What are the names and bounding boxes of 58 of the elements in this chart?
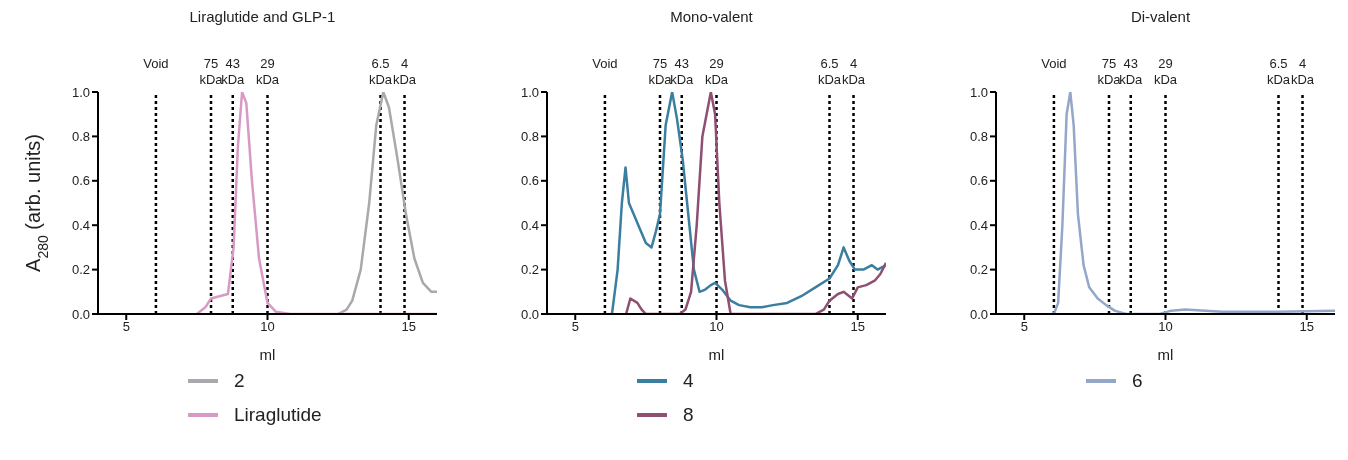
ref-line-label: 6.5 kDa	[817, 56, 842, 87]
y-tick-label: 1.0	[969, 84, 988, 100]
line-series	[336, 92, 437, 314]
y-tick-label: 1.0	[520, 84, 539, 100]
x-tick-label: 5	[571, 319, 579, 335]
x-tick-label: 15	[401, 319, 416, 335]
y-tick-label: 0.6	[71, 173, 90, 189]
ref-line-label: 6.5 kDa	[1266, 56, 1291, 87]
y-tick-label: 0.2	[520, 262, 539, 278]
y-tick-label: 0.0	[71, 306, 90, 322]
x-axis-title: ml	[1157, 346, 1174, 363]
ref-line-label: 29 kDa	[704, 56, 729, 87]
x-tick-label: 5	[122, 319, 130, 335]
ref-line-label: 75 kDa	[648, 56, 673, 87]
x-axis-title: ml	[259, 346, 276, 363]
ref-line-label: 43 kDa	[670, 56, 695, 87]
ref-line-label: Void	[1041, 56, 1067, 71]
y-tick-label: 0.8	[520, 129, 539, 145]
y-tick-label: 0.2	[71, 262, 90, 278]
legend-label: 4	[683, 370, 694, 392]
ref-line-label: 43 kDa	[221, 56, 246, 87]
y-tick-label: 0.8	[71, 129, 90, 145]
legend-label: Liraglutide	[234, 404, 322, 426]
legend-label: 2	[234, 370, 245, 392]
chart-title: Liraglutide and GLP-1	[188, 8, 337, 27]
chart-title: Mono-valent	[669, 8, 754, 27]
ref-line-label: 4 kDa	[1290, 56, 1315, 87]
y-tick-label: 0.6	[520, 173, 539, 189]
ref-line-label: 75 kDa	[1097, 56, 1122, 87]
x-tick-label: 15	[1299, 319, 1314, 335]
chart-title: Di-valent	[1129, 8, 1192, 27]
y-tick-label: 0.4	[520, 217, 539, 233]
line-series	[1052, 92, 1335, 314]
y-tick-label: 0.0	[969, 306, 988, 322]
ref-line-label: 6.5 kDa	[368, 56, 393, 87]
ref-line-label: 29 kDa	[255, 56, 280, 87]
y-tick-label: 0.2	[969, 262, 988, 278]
ref-line-label: 43 kDa	[1119, 56, 1144, 87]
y-tick-label: 0.6	[969, 173, 988, 189]
x-tick-label: 10	[1158, 319, 1173, 335]
y-tick-label: 0.4	[71, 217, 90, 233]
ref-line-label: 4 kDa	[392, 56, 417, 87]
legend-label: 8	[683, 404, 694, 426]
ref-line-label: Void	[143, 56, 169, 71]
ref-line-label: 4 kDa	[841, 56, 866, 87]
ref-line-label: Void	[592, 56, 618, 71]
y-tick-label: 1.0	[71, 84, 90, 100]
ref-line-label: 29 kDa	[1153, 56, 1178, 87]
y-tick-label: 0.4	[969, 217, 988, 233]
x-tick-label: 5	[1020, 319, 1028, 335]
y-tick-label: 0.8	[969, 129, 988, 145]
legend-label: 6	[1132, 370, 1143, 392]
x-tick-label: 15	[850, 319, 865, 335]
y-tick-label: 0.0	[520, 306, 539, 322]
x-tick-label: 10	[709, 319, 724, 335]
x-tick-label: 10	[260, 319, 275, 335]
x-axis-title: ml	[708, 346, 725, 363]
ref-line-label: 75 kDa	[199, 56, 224, 87]
